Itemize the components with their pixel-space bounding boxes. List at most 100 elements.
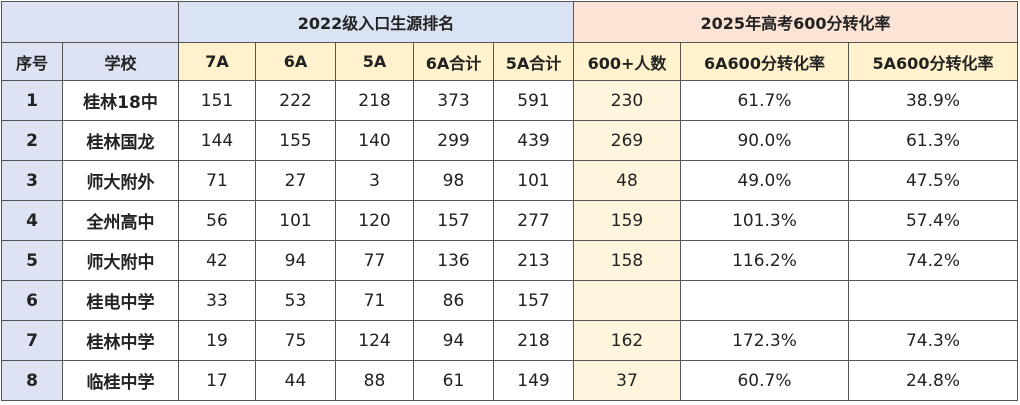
cell: 桂林国龙 xyxy=(62,120,179,161)
cell: 88 xyxy=(335,360,414,401)
data-row: 3 师大附外 71 27 3 98 101 48 49.0% 47.5% xyxy=(1,160,1018,201)
column-header: 序号 xyxy=(1,42,63,81)
cell: 临桂中学 xyxy=(62,360,179,401)
cell: 101 xyxy=(255,200,336,241)
cell xyxy=(573,280,681,321)
cell: 439 xyxy=(493,120,574,161)
cell: 94 xyxy=(413,320,494,361)
cell: 149 xyxy=(493,360,574,401)
cell: 4 xyxy=(1,200,63,241)
cell: 1 xyxy=(1,80,63,121)
cell: 74.3% xyxy=(848,320,1018,361)
cell: 159 xyxy=(573,200,681,241)
cell: 42 xyxy=(178,240,256,281)
cell: 86 xyxy=(413,280,494,321)
cell xyxy=(680,280,849,321)
cell: 桂林18中 xyxy=(62,80,179,121)
cell: 90.0% xyxy=(680,120,849,161)
column-header: 5A xyxy=(335,42,414,81)
cell: 8 xyxy=(1,360,63,401)
cell: 17 xyxy=(178,360,256,401)
group-header-row: 2022级入口生源排名 2025年高考600分转化率 xyxy=(1,1,1018,43)
cell: 7 xyxy=(1,320,63,361)
cell: 218 xyxy=(493,320,574,361)
cell: 151 xyxy=(178,80,256,121)
cell: 299 xyxy=(413,120,494,161)
cell: 591 xyxy=(493,80,574,121)
cell: 53 xyxy=(255,280,336,321)
cell: 155 xyxy=(255,120,336,161)
cell: 144 xyxy=(178,120,256,161)
data-row: 4 全州高中 56 101 120 157 277 159 101.3% 57.4% xyxy=(1,200,1018,241)
cell: 162 xyxy=(573,320,681,361)
cell: 116.2% xyxy=(680,240,849,281)
cell: 71 xyxy=(178,160,256,201)
cell: 61 xyxy=(413,360,494,401)
cell: 277 xyxy=(493,200,574,241)
column-header: 6A xyxy=(255,42,336,81)
cell: 6 xyxy=(1,280,63,321)
cell: 101 xyxy=(493,160,574,201)
cell: 49.0% xyxy=(680,160,849,201)
data-row: 1 桂林18中 151 222 218 373 591 230 61.7% 38.9% xyxy=(1,80,1018,121)
cell: 3 xyxy=(1,160,63,201)
cell: 2 xyxy=(1,120,63,161)
cell: 124 xyxy=(335,320,414,361)
cell: 77 xyxy=(335,240,414,281)
cell: 24.8% xyxy=(848,360,1018,401)
cell: 71 xyxy=(335,280,414,321)
cell: 全州高中 xyxy=(62,200,179,241)
cell: 140 xyxy=(335,120,414,161)
column-header: 学校 xyxy=(62,42,179,81)
cell: 101.3% xyxy=(680,200,849,241)
cell: 56 xyxy=(178,200,256,241)
data-row: 2 桂林国龙 144 155 140 299 439 269 90.0% 61.3% xyxy=(1,120,1018,161)
column-header: 6A600分转化率 xyxy=(680,42,849,81)
cell: 120 xyxy=(335,200,414,241)
corner-cell xyxy=(1,1,179,43)
cell: 27 xyxy=(255,160,336,201)
column-header: 6A合计 xyxy=(413,42,494,81)
cell: 5 xyxy=(1,240,63,281)
cell: 172.3% xyxy=(680,320,849,361)
column-header: 600+人数 xyxy=(573,42,681,81)
cell: 213 xyxy=(493,240,574,281)
cell: 98 xyxy=(413,160,494,201)
cell: 44 xyxy=(255,360,336,401)
cell: 19 xyxy=(178,320,256,361)
cell: 157 xyxy=(413,200,494,241)
cell: 47.5% xyxy=(848,160,1018,201)
data-row: 5 师大附中 42 94 77 136 213 158 116.2% 74.2% xyxy=(1,240,1018,281)
cell: 桂林中学 xyxy=(62,320,179,361)
column-header-row: 序号 学校 7A 6A 5A 6A合计 5A合计 600+人数 6A600分转化率 5A600分转… xyxy=(1,42,1018,81)
cell: 桂电中学 xyxy=(62,280,179,321)
cell: 373 xyxy=(413,80,494,121)
cell: 75 xyxy=(255,320,336,361)
cell: 158 xyxy=(573,240,681,281)
data-row: 8 临桂中学 17 44 88 61 149 37 60.7% 24.8% xyxy=(1,360,1018,401)
cell: 157 xyxy=(493,280,574,321)
cell: 269 xyxy=(573,120,681,161)
cell xyxy=(848,280,1018,321)
data-row: 6 桂电中学 33 53 71 86 157 xyxy=(1,280,1018,321)
column-header: 5A600分转化率 xyxy=(848,42,1018,81)
cell: 3 xyxy=(335,160,414,201)
column-header: 5A合计 xyxy=(493,42,574,81)
cell: 74.2% xyxy=(848,240,1018,281)
cell: 218 xyxy=(335,80,414,121)
cell: 33 xyxy=(178,280,256,321)
cell: 48 xyxy=(573,160,681,201)
cell: 136 xyxy=(413,240,494,281)
cell: 60.7% xyxy=(680,360,849,401)
cell: 222 xyxy=(255,80,336,121)
cell: 61.3% xyxy=(848,120,1018,161)
cell: 61.7% xyxy=(680,80,849,121)
cell: 94 xyxy=(255,240,336,281)
cell: 57.4% xyxy=(848,200,1018,241)
cell: 师大附外 xyxy=(62,160,179,201)
cell: 37 xyxy=(573,360,681,401)
cell: 38.9% xyxy=(848,80,1018,121)
column-header: 7A xyxy=(178,42,256,81)
